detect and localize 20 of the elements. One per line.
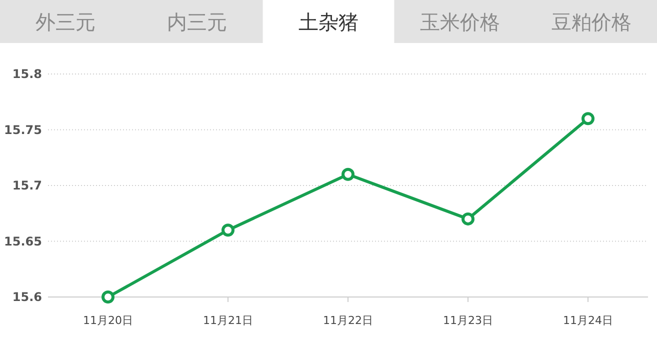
chart-title: 土杂猪: [298, 10, 358, 34]
x-tick-label: 11月21日: [203, 314, 253, 327]
tab: 豆粕价格: [526, 0, 657, 43]
x-tick-label: 11月24日: [563, 314, 613, 327]
y-tick-label: 15.7: [12, 178, 42, 192]
y-tick-label: 15.6: [12, 290, 42, 304]
point: [582, 112, 594, 126]
x-tick-label: 11月20日: [83, 314, 133, 327]
point: [462, 212, 474, 226]
point: [342, 168, 354, 181]
point: [222, 224, 234, 237]
tab: 外三元: [0, 0, 132, 43]
y-tick-label: 15.65: [4, 234, 42, 248]
tab: 玉米价格: [394, 0, 526, 43]
y-tick-label: 15.8: [12, 67, 42, 81]
x-tick-label: 11月23日: [443, 314, 493, 327]
x-tick-label: 11月22日: [323, 314, 373, 327]
tab: 内三元: [131, 0, 264, 43]
y-tick-label: 15.75: [4, 122, 42, 137]
point: [102, 290, 114, 304]
